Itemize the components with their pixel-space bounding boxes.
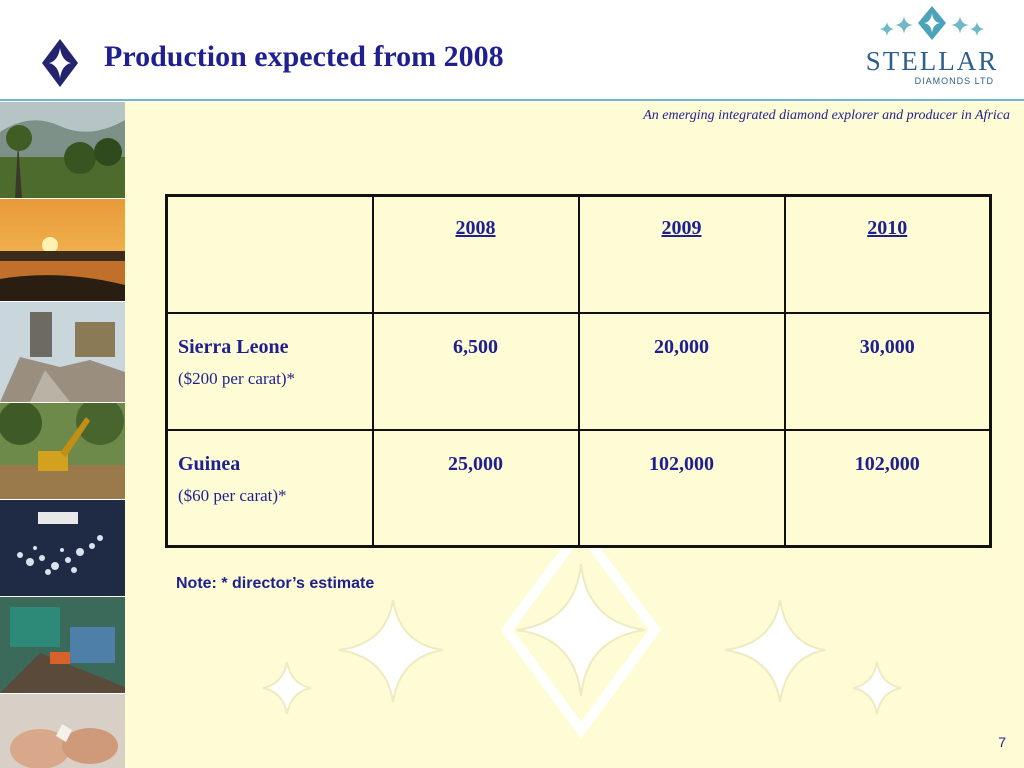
rough-diamond-hand-photo (0, 694, 125, 768)
row-price-note: ($60 per carat)* (178, 485, 287, 505)
diamonds-photo (0, 500, 125, 596)
table-cell: 102,000 (783, 428, 992, 548)
logo-stars-icon (880, 6, 984, 40)
table-row: Guinea ($60 per carat)* 25,000 102,000 1… (165, 428, 992, 548)
table-cell: 25,000 (371, 428, 580, 548)
row-name: Guinea (178, 452, 241, 475)
table-header-row: 2008 2009 2010 (165, 194, 992, 314)
production-table: 2008 2009 2010 Sierra Leone ($200 per ca… (165, 194, 992, 548)
row-label-guinea: Guinea ($60 per carat)* (165, 428, 374, 548)
excavator-photo (0, 403, 125, 499)
jungle-landscape-photo (0, 102, 125, 198)
row-name: Sierra Leone (178, 335, 289, 358)
page-number: 7 (998, 734, 1006, 750)
table-cell: 30,000 (783, 311, 992, 431)
content-area: An emerging integrated diamond explorer … (125, 102, 1024, 768)
header-divider (0, 99, 1024, 101)
table-row: Sierra Leone ($200 per carat)* 6,500 20,… (165, 311, 992, 431)
processing-machinery-photo (0, 597, 125, 693)
mining-plant-photo (0, 302, 125, 402)
diamond-star-watermark-icon (262, 521, 902, 739)
year-header-2009: 2009 (577, 194, 786, 314)
table-cell: 102,000 (577, 428, 786, 548)
footnote: Note: * director’s estimate (176, 575, 375, 592)
company-logo: STELLAR DIAMONDS LTD (856, 4, 1008, 92)
year-header-2008: 2008 (371, 194, 580, 314)
slide-title: Production expected from 2008 (104, 40, 504, 73)
company-tagline: An emerging integrated diamond explorer … (643, 108, 1010, 123)
row-label-sierra-leone: Sierra Leone ($200 per carat)* (165, 311, 374, 431)
table-cell: 6,500 (371, 311, 580, 431)
year-header-2010: 2010 (783, 194, 992, 314)
logo-wordmark: STELLAR (865, 46, 999, 76)
sunset-river-photo (0, 199, 125, 301)
table-cell: 20,000 (577, 311, 786, 431)
slide-header: Production expected from 2008 STELLAR DI… (0, 0, 1024, 100)
photo-strip (0, 102, 125, 768)
logo-subtitle: DIAMONDS LTD (914, 76, 994, 86)
row-price-note: ($200 per carat)* (178, 368, 296, 388)
table-corner-cell (165, 194, 374, 314)
diamond-star-icon (42, 39, 78, 87)
